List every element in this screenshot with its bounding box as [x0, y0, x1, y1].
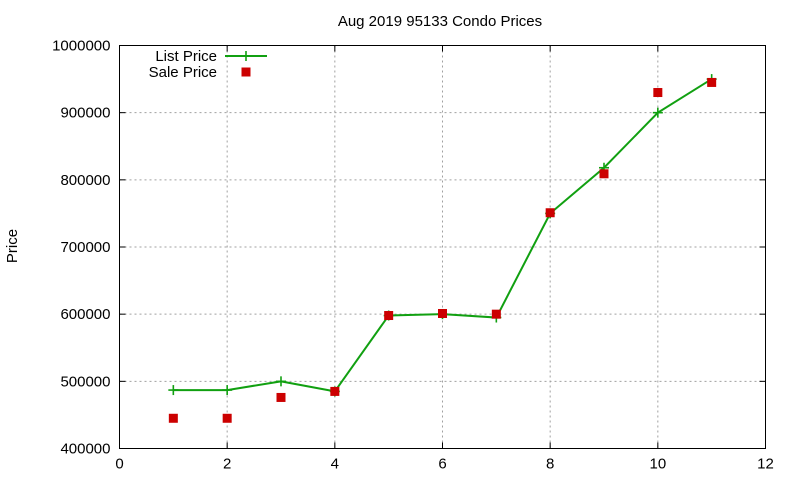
list-price-point	[168, 385, 179, 396]
y-tick-label: 400000	[60, 441, 110, 458]
sale-price-point	[599, 169, 609, 179]
x-tick-label: 10	[649, 456, 666, 473]
sale-price-point	[438, 308, 447, 318]
y-tick-label: 800000	[60, 172, 110, 189]
sale-price-point	[276, 392, 286, 402]
chart-title: Aug 2019 95133 Condo Prices	[338, 13, 542, 30]
axis-ticks: 400000 500000 600000 700000 800000 900000 1000…	[52, 38, 774, 473]
list-price-point	[222, 385, 233, 396]
y-tick-label: 900000	[60, 105, 110, 122]
grid	[119, 45, 766, 449]
sale-price-point	[168, 413, 178, 423]
list-price-point	[276, 376, 286, 387]
sale-price-point	[222, 413, 232, 423]
x-tick-label: 6	[438, 456, 446, 473]
legend-label: Sale Price	[149, 64, 217, 81]
x-tick-label: 12	[757, 456, 774, 473]
sale-price-point	[707, 77, 717, 87]
sale-price-point	[545, 208, 555, 218]
legend-plus-marker	[241, 51, 251, 61]
x-tick-label: 2	[223, 456, 231, 473]
y-tick-label: 1000000	[52, 38, 110, 55]
series	[168, 74, 717, 423]
x-tick-label: 0	[115, 456, 123, 473]
sale-price-point	[330, 386, 340, 396]
y-tick-label: 500000	[60, 373, 110, 390]
plot-frame	[119, 45, 766, 449]
x-tick-label: 8	[546, 456, 554, 473]
legend-square-swatch	[241, 67, 251, 77]
y-tick-label: 700000	[60, 239, 110, 256]
y-axis-label: Price	[4, 229, 21, 263]
sale-price-point	[491, 309, 501, 319]
sale-price-point	[384, 311, 394, 321]
x-tick-label: 4	[331, 456, 339, 473]
list-price-point	[652, 107, 663, 118]
sale-price-point	[653, 88, 663, 98]
legend-label: List Price	[155, 48, 217, 65]
y-tick-label: 600000	[60, 306, 110, 323]
